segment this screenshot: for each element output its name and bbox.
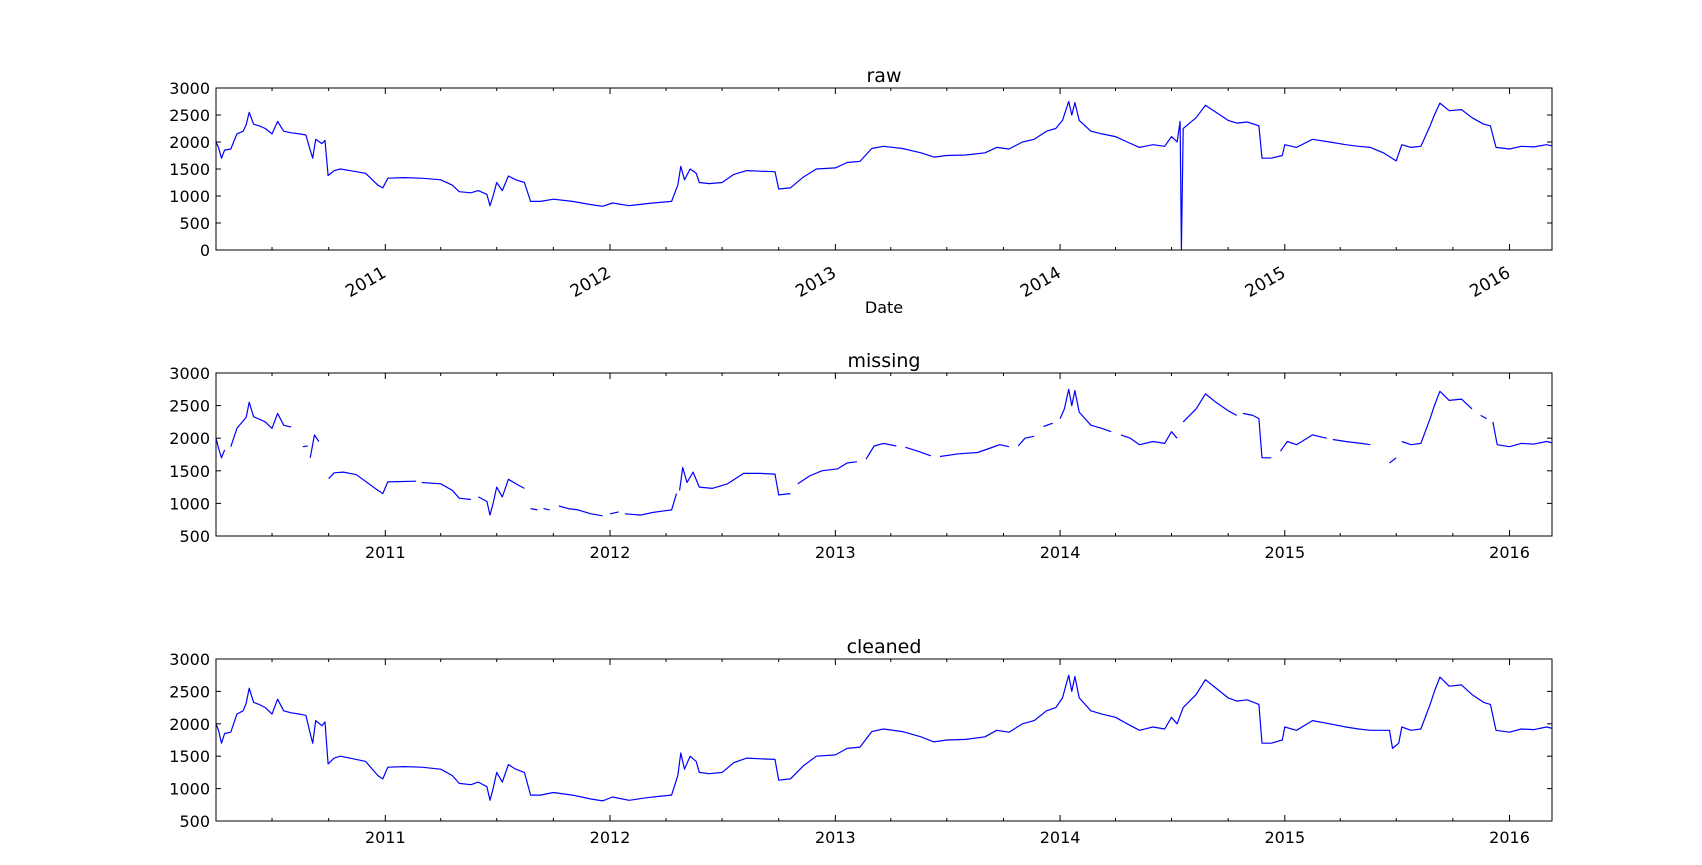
missing-series-line-segment-19 bbox=[1059, 388, 1112, 433]
missing-ytick-label: 2000 bbox=[169, 429, 210, 448]
missing-panel: missing 500 1000 1500 2000 2500 3000 2011 2012 20… bbox=[169, 350, 1553, 562]
cleaned-title: cleaned bbox=[847, 636, 922, 658]
raw-title: raw bbox=[867, 65, 902, 87]
raw-ytick-label: 1500 bbox=[169, 160, 210, 179]
missing-series-line-segment-12 bbox=[679, 466, 791, 496]
raw-ytick-label: 2500 bbox=[169, 106, 210, 125]
cleaned-xtick-label: 2014 bbox=[1040, 828, 1081, 847]
missing-series-line-segment-5 bbox=[421, 481, 471, 501]
missing-series-line-segment-15 bbox=[905, 446, 932, 457]
raw-ytick-label: 2000 bbox=[169, 133, 210, 152]
missing-ytick-label: 3000 bbox=[169, 364, 210, 383]
missing-xtick-label: 2013 bbox=[815, 543, 856, 562]
missing-series-line-segment-6 bbox=[478, 478, 525, 516]
raw-xlabel: Date bbox=[865, 298, 903, 317]
cleaned-panel: cleaned 500 1000 1500 2000 2500 3000 2011 2012 20… bbox=[169, 636, 1553, 847]
missing-series-line-segment-7 bbox=[530, 508, 538, 511]
cleaned-axes-frame bbox=[215, 658, 1553, 822]
cleaned-series-line bbox=[216, 674, 1552, 802]
missing-title: missing bbox=[848, 350, 921, 372]
raw-series-line bbox=[216, 100, 1552, 250]
missing-series-line-segment-10 bbox=[609, 511, 619, 515]
missing-ytick-label: 1500 bbox=[169, 462, 210, 481]
raw-ytick-label: 3000 bbox=[169, 79, 210, 98]
cleaned-xtick-label: 2012 bbox=[590, 828, 631, 847]
missing-xtick-label: 2011 bbox=[365, 543, 406, 562]
missing-series-line-segment-23 bbox=[1280, 434, 1327, 452]
cleaned-xtick-label: 2011 bbox=[365, 828, 406, 847]
missing-series-line-segment-20 bbox=[1120, 431, 1178, 446]
missing-xtick-label: 2015 bbox=[1264, 543, 1305, 562]
missing-ytick-label: 1000 bbox=[169, 494, 210, 513]
missing-series-line-segment-18 bbox=[1043, 422, 1053, 428]
raw-ytick-label: 500 bbox=[179, 214, 210, 233]
cleaned-xtick-label: 2016 bbox=[1489, 828, 1530, 847]
cleaned-xtick-label: 2015 bbox=[1264, 828, 1305, 847]
missing-series-line-segment-28 bbox=[1492, 421, 1552, 448]
cleaned-ytick-label: 500 bbox=[179, 812, 210, 831]
missing-series-line-segment-26 bbox=[1401, 390, 1473, 446]
cleaned-ytick-label: 1000 bbox=[169, 780, 210, 799]
missing-series-line-segment-11 bbox=[624, 493, 678, 516]
missing-series-line-segment-0 bbox=[216, 438, 226, 459]
missing-xtick-label: 2012 bbox=[590, 543, 631, 562]
cleaned-ytick-label: 1500 bbox=[169, 747, 210, 766]
missing-series-line-segment-21 bbox=[1182, 393, 1238, 423]
cleaned-xtick-label: 2013 bbox=[815, 828, 856, 847]
missing-series-line-segment-22 bbox=[1242, 412, 1272, 459]
cleaned-ytick-label: 2500 bbox=[169, 682, 210, 701]
missing-series-line-segment-27 bbox=[1480, 414, 1487, 420]
missing-series-line-segment-8 bbox=[543, 508, 550, 511]
missing-series-line-segment-1 bbox=[230, 401, 292, 447]
missing-xtick-label: 2014 bbox=[1040, 543, 1081, 562]
missing-series-line-segment-24 bbox=[1332, 438, 1371, 446]
missing-series-line-segment-17 bbox=[1017, 435, 1035, 447]
missing-series-line-segment-14 bbox=[865, 442, 897, 460]
missing-series-line-segment-13 bbox=[797, 461, 857, 485]
cleaned-ytick-label: 3000 bbox=[169, 650, 210, 669]
missing-xtick-label: 2016 bbox=[1489, 543, 1530, 562]
missing-ytick-label: 2500 bbox=[169, 397, 210, 416]
missing-ytick-label: 500 bbox=[179, 527, 210, 546]
missing-series-line-segment-4 bbox=[328, 471, 417, 495]
missing-series-line-segment-25 bbox=[1389, 457, 1397, 464]
raw-ytick-label: 0 bbox=[200, 241, 210, 260]
missing-series-line-segment-16 bbox=[939, 444, 1010, 458]
missing-axes-frame bbox=[215, 372, 1553, 537]
missing-series-line-segment-3 bbox=[309, 434, 320, 458]
missing-series-line-segment-9 bbox=[558, 505, 603, 517]
cleaned-ytick-label: 2000 bbox=[169, 715, 210, 734]
missing-series-line-segment-2 bbox=[302, 445, 308, 448]
raw-ytick-label: 1000 bbox=[169, 187, 210, 206]
